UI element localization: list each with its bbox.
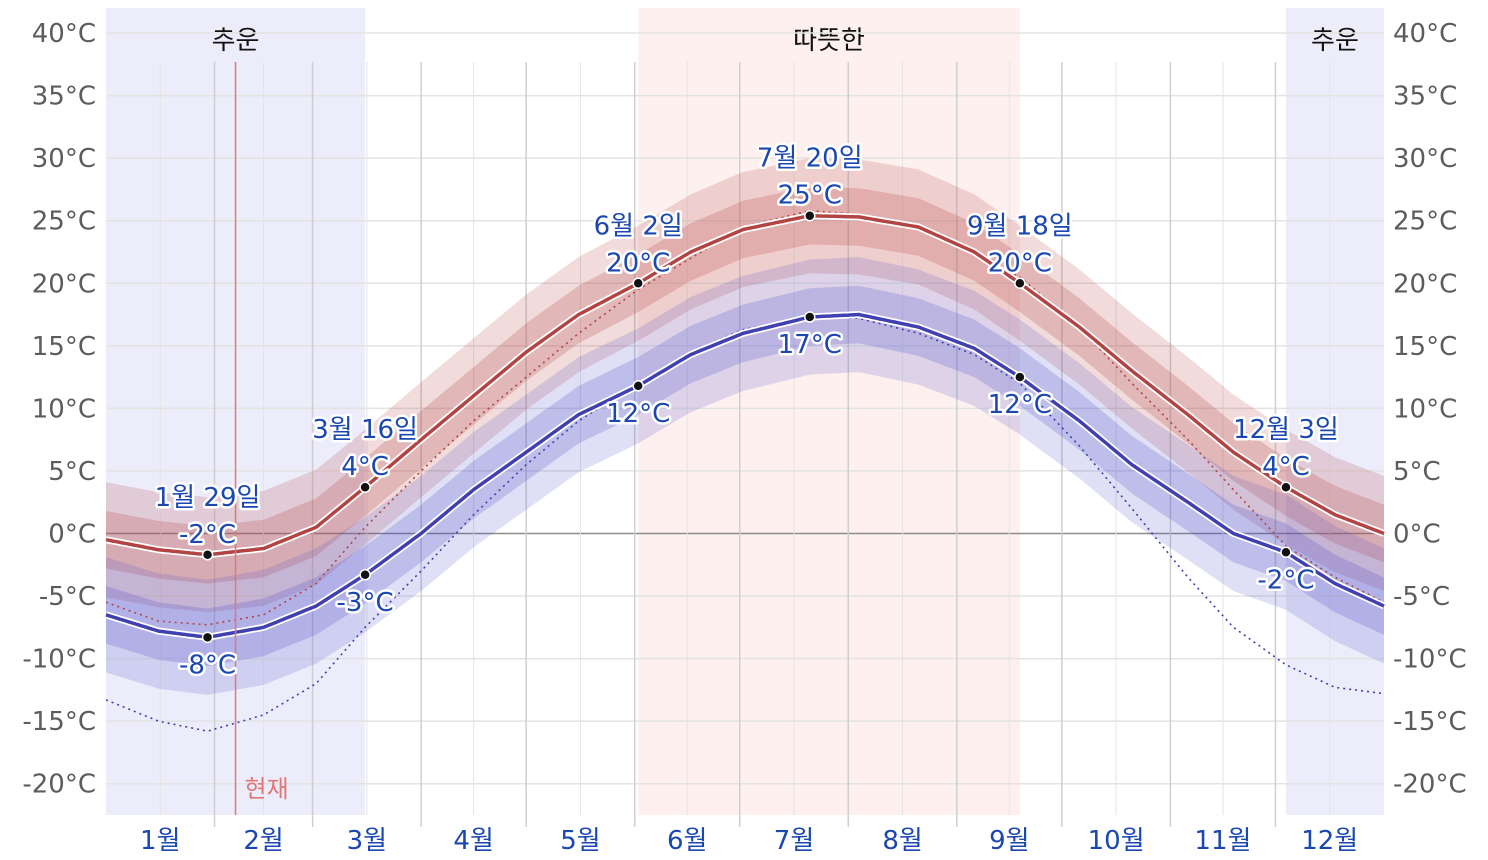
label-jan29_high-0: 1월 29일 bbox=[155, 483, 261, 513]
point-dec3_high bbox=[1280, 481, 1292, 493]
label-mar16_low-0: -3°C bbox=[337, 588, 394, 618]
temperature-lines bbox=[104, 209, 1386, 732]
now-marker: 현재 bbox=[234, 62, 289, 815]
label-jun2_low-0: 12°C bbox=[606, 399, 670, 429]
label-dec3_high-1: 4°C bbox=[1262, 452, 1310, 482]
y-tick-label-right: 35°C bbox=[1393, 82, 1457, 112]
month-label: 8월 bbox=[882, 826, 922, 856]
month-label: 7월 bbox=[774, 826, 814, 856]
y-tick-label-right: 30°C bbox=[1393, 144, 1457, 174]
point-jun2_low bbox=[632, 380, 644, 392]
season-label-warm-1: 따뜻한 bbox=[793, 26, 865, 56]
month-label: 11월 bbox=[1194, 826, 1251, 856]
y-tick-label-left: 20°C bbox=[32, 269, 96, 299]
grid-lines bbox=[106, 32, 1384, 827]
label-sep18_low-0: 12°C bbox=[988, 390, 1052, 420]
y-tick-label-right: 40°C bbox=[1393, 19, 1457, 49]
point-jul20_high bbox=[804, 209, 816, 222]
y-tick-label-right: 5°C bbox=[1393, 457, 1441, 487]
point-jan29_low bbox=[201, 631, 214, 644]
season-label-cold-2: 추운 bbox=[1311, 26, 1359, 56]
label-jan29_high-1: -2°C bbox=[179, 520, 236, 550]
temperature-bands bbox=[106, 158, 1384, 695]
month-label: 1월 bbox=[140, 826, 180, 856]
y-tick-label-right: -5°C bbox=[1393, 582, 1450, 612]
month-labels: 1월 2월 3월 4월 5월 6월 7월 8월 9월 10월 11월 12월 bbox=[140, 826, 1358, 856]
now-label: 현재 bbox=[245, 775, 289, 803]
y-tick-label-left: 25°C bbox=[32, 207, 96, 237]
label-jul20_low-0: 17°C bbox=[778, 330, 842, 360]
y-tick-label-right: 25°C bbox=[1393, 207, 1457, 237]
high-line bbox=[105, 213, 1385, 557]
point-jun2_high bbox=[632, 277, 644, 290]
y-tick-label-left: 35°C bbox=[32, 82, 96, 112]
low-outer-band bbox=[106, 257, 1384, 695]
y-tick-label-right: 10°C bbox=[1393, 394, 1457, 424]
y-tick-label-right: 15°C bbox=[1393, 332, 1457, 362]
month-label: 4월 bbox=[453, 826, 493, 856]
point-dec3_low bbox=[1280, 546, 1292, 559]
point-mar16_low bbox=[359, 569, 371, 581]
y-tick-label-left: -20°C bbox=[22, 770, 96, 800]
point-jul20_low bbox=[804, 311, 816, 323]
season-band-cold-2 bbox=[1285, 8, 1384, 815]
y-tick-label-left: -10°C bbox=[22, 645, 96, 675]
y-tick-label-left: 5°C bbox=[48, 457, 96, 487]
low-dotted-line bbox=[105, 316, 1385, 732]
point-sep18_low bbox=[1014, 371, 1026, 383]
label-sep18_high-1: 20°C bbox=[988, 248, 1052, 278]
y-axis-ticks: 40°C 40°C 35°C 35°C 30°C 30°C 25°C 25°C 20°C 20°C… bbox=[22, 19, 1466, 800]
label-dec3_low-0: -2°C bbox=[1257, 565, 1314, 595]
label-mar16_high-0: 3월 16일 bbox=[312, 415, 418, 445]
point-mar16_high bbox=[359, 481, 371, 493]
annotation-points bbox=[201, 209, 1292, 644]
annotation-labels: 1월 29일 -2°C -8°C 3월 16일 4°C -3°C 6월 2일 20°C 12°C… bbox=[152, 141, 1341, 683]
month-label: 2월 bbox=[243, 826, 283, 856]
high-dotted-line bbox=[105, 209, 1385, 626]
label-jun2_high-1: 20°C bbox=[606, 248, 670, 278]
y-tick-label-left: 0°C bbox=[48, 519, 96, 549]
y-tick-label-left: -5°C bbox=[39, 582, 96, 612]
y-tick-label-left: -15°C bbox=[22, 707, 96, 737]
y-tick-label-right: 20°C bbox=[1393, 269, 1457, 299]
high-inner-band bbox=[106, 186, 1384, 584]
high-outer-band bbox=[106, 158, 1384, 613]
month-label: 9월 bbox=[989, 826, 1029, 856]
month-label: 3월 bbox=[347, 826, 387, 856]
month-label: 5월 bbox=[560, 826, 600, 856]
y-tick-label-right: -20°C bbox=[1393, 770, 1467, 800]
point-sep18_high bbox=[1014, 277, 1026, 290]
label-jun2_high-0: 6월 2일 bbox=[594, 211, 683, 241]
label-jul20_high-0: 7월 20일 bbox=[757, 144, 863, 174]
label-dec3_high-0: 12월 3일 bbox=[1233, 415, 1339, 445]
y-tick-label-left: 10°C bbox=[32, 394, 96, 424]
label-sep18_high-0: 9월 18일 bbox=[967, 211, 1073, 241]
label-jul20_high-1: 25°C bbox=[778, 181, 842, 211]
y-tick-label-right: -15°C bbox=[1393, 707, 1467, 737]
low-line bbox=[105, 312, 1385, 640]
month-label: 12월 bbox=[1301, 826, 1358, 856]
low-inner-band bbox=[106, 285, 1384, 667]
y-tick-label-left: 15°C bbox=[32, 332, 96, 362]
y-tick-label-right: -10°C bbox=[1393, 645, 1467, 675]
point-jan29_high bbox=[201, 549, 214, 561]
month-label: 10월 bbox=[1088, 826, 1145, 856]
season-label-cold-0: 추운 bbox=[212, 26, 260, 56]
label-mar16_high-1: 4°C bbox=[341, 452, 389, 482]
y-tick-label-right: 0°C bbox=[1393, 519, 1441, 549]
label-jan29_low-0: -8°C bbox=[179, 650, 236, 680]
month-label: 6월 bbox=[667, 826, 707, 856]
y-tick-label-left: 30°C bbox=[32, 144, 96, 174]
season-band-warm-1 bbox=[638, 8, 1020, 815]
y-tick-label-left: 40°C bbox=[32, 19, 96, 49]
